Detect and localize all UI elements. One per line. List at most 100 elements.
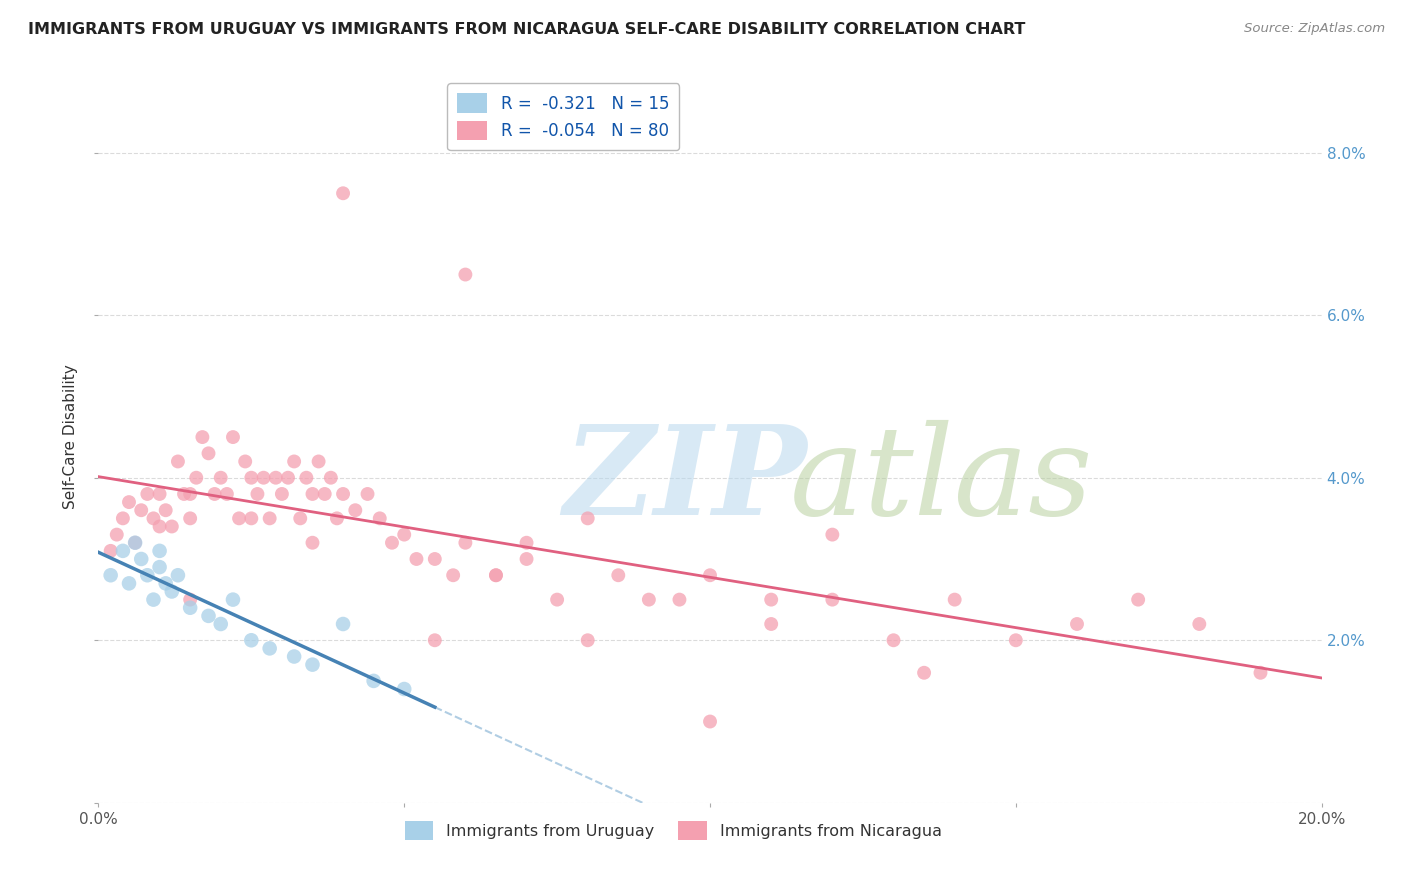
- Point: [129, 552, 152, 566]
- Point: [149, 544, 172, 558]
- Point: [546, 592, 568, 607]
- Point: [246, 487, 269, 501]
- Point: [100, 568, 122, 582]
- Point: [332, 487, 354, 501]
- Text: ZIP: ZIP: [564, 420, 807, 541]
- Point: [136, 568, 159, 582]
- Legend: Immigrants from Uruguay, Immigrants from Nicaragua: Immigrants from Uruguay, Immigrants from…: [398, 814, 949, 846]
- Point: [240, 471, 263, 485]
- Point: [454, 535, 477, 549]
- Point: [142, 592, 165, 607]
- Point: [118, 576, 141, 591]
- Point: [1066, 617, 1088, 632]
- Point: [240, 633, 263, 648]
- Point: [356, 487, 378, 501]
- Point: [405, 552, 427, 566]
- Point: [197, 608, 219, 623]
- Point: [301, 535, 323, 549]
- Point: [149, 487, 172, 501]
- Point: [264, 471, 287, 485]
- Point: [160, 584, 183, 599]
- Point: [301, 487, 323, 501]
- Point: [576, 633, 599, 648]
- Point: [129, 503, 152, 517]
- Point: [155, 576, 177, 591]
- Point: [485, 568, 508, 582]
- Point: [821, 592, 844, 607]
- Point: [215, 487, 238, 501]
- Point: [228, 511, 250, 525]
- Point: [179, 511, 201, 525]
- Point: [759, 592, 782, 607]
- Point: [111, 511, 134, 525]
- Point: [576, 511, 599, 525]
- Point: [124, 535, 146, 549]
- Point: [301, 657, 323, 672]
- Point: [111, 544, 134, 558]
- Point: [314, 487, 336, 501]
- Point: [179, 600, 201, 615]
- Point: [821, 527, 844, 541]
- Point: [149, 560, 172, 574]
- Point: [332, 617, 354, 632]
- Point: [105, 527, 128, 541]
- Point: [423, 633, 446, 648]
- Point: [283, 649, 305, 664]
- Point: [290, 511, 312, 525]
- Point: [759, 617, 782, 632]
- Point: [283, 454, 305, 468]
- Point: [173, 487, 195, 501]
- Point: [197, 446, 219, 460]
- Point: [209, 471, 232, 485]
- Point: [155, 503, 177, 517]
- Point: [516, 552, 538, 566]
- Point: [191, 430, 214, 444]
- Point: [637, 592, 661, 607]
- Text: IMMIGRANTS FROM URUGUAY VS IMMIGRANTS FROM NICARAGUA SELF-CARE DISABILITY CORREL: IMMIGRANTS FROM URUGUAY VS IMMIGRANTS FR…: [28, 22, 1025, 37]
- Point: [516, 535, 538, 549]
- Point: [204, 487, 226, 501]
- Point: [167, 568, 190, 582]
- Point: [240, 511, 263, 525]
- Point: [160, 519, 183, 533]
- Point: [912, 665, 935, 680]
- Point: [222, 592, 245, 607]
- Point: [124, 535, 146, 549]
- Point: [381, 535, 404, 549]
- Point: [485, 568, 508, 582]
- Point: [326, 511, 349, 525]
- Text: atlas: atlas: [790, 420, 1092, 541]
- Point: [136, 487, 159, 501]
- Point: [118, 495, 141, 509]
- Point: [1249, 665, 1271, 680]
- Point: [179, 487, 201, 501]
- Point: [1004, 633, 1026, 648]
- Point: [209, 617, 232, 632]
- Point: [454, 268, 477, 282]
- Point: [423, 552, 446, 566]
- Point: [699, 714, 721, 729]
- Point: [259, 641, 281, 656]
- Point: [222, 430, 245, 444]
- Point: [142, 511, 165, 525]
- Point: [1188, 617, 1211, 632]
- Point: [1128, 592, 1150, 607]
- Point: [668, 592, 690, 607]
- Point: [368, 511, 391, 525]
- Point: [363, 673, 385, 688]
- Y-axis label: Self-Care Disability: Self-Care Disability: [63, 365, 79, 509]
- Text: Source: ZipAtlas.com: Source: ZipAtlas.com: [1244, 22, 1385, 36]
- Point: [392, 681, 416, 696]
- Point: [186, 471, 208, 485]
- Point: [233, 454, 256, 468]
- Point: [179, 592, 201, 607]
- Point: [167, 454, 190, 468]
- Point: [607, 568, 630, 582]
- Point: [100, 544, 122, 558]
- Point: [270, 487, 292, 501]
- Point: [149, 519, 172, 533]
- Point: [883, 633, 905, 648]
- Point: [259, 511, 281, 525]
- Point: [308, 454, 330, 468]
- Point: [277, 471, 299, 485]
